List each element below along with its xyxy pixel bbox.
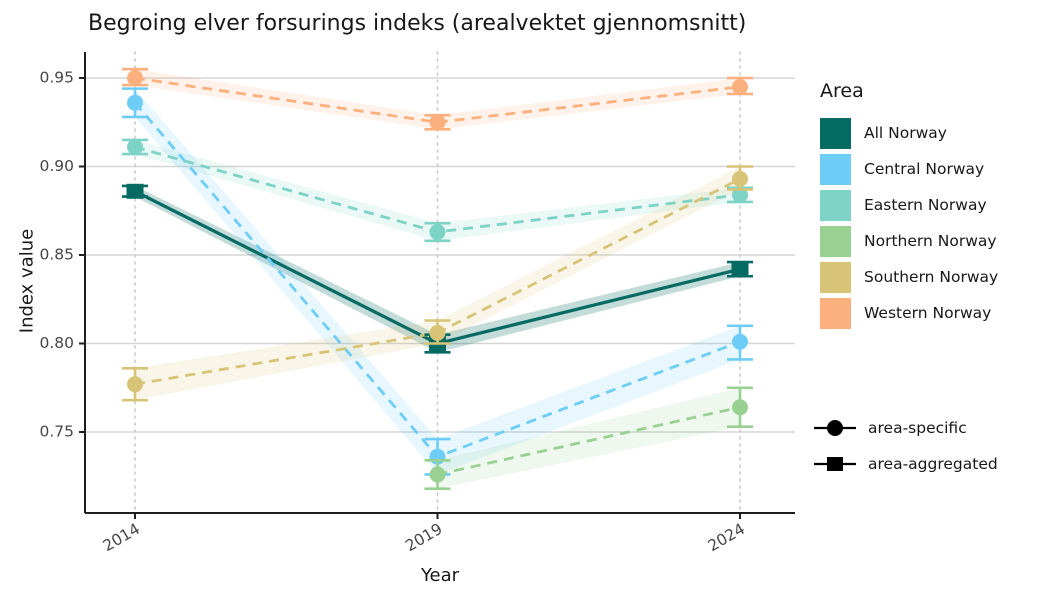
data-point-circle <box>429 114 446 131</box>
legend-label: Southern Norway <box>864 268 999 286</box>
data-point-circle <box>732 170 748 187</box>
marker-legend-label: area-specific <box>868 419 967 437</box>
legend-label: Northern Norway <box>864 232 997 250</box>
marker-legend-item: area-specific <box>812 410 998 446</box>
circle-marker-icon <box>814 420 856 436</box>
legend-item: Southern Norway <box>820 259 998 295</box>
data-point-circle <box>127 139 143 156</box>
marker-legend-label: area-aggregated <box>868 455 998 473</box>
legend-items: All Norway Central Norway Eastern Norway No… <box>820 115 998 331</box>
marker-type-legend: area-specific area-aggregated <box>812 410 998 482</box>
legend-label: Western Norway <box>864 304 992 322</box>
data-point-square <box>126 183 144 199</box>
marker-square <box>827 457 843 471</box>
confidence-ribbon <box>135 166 740 401</box>
data-point-circle <box>732 399 748 416</box>
data-point-circle <box>127 70 143 86</box>
legend-swatch <box>820 189 851 221</box>
y-tick-label: 0.95 <box>39 69 74 87</box>
legend-item: Central Norway <box>820 151 998 187</box>
legend-swatch <box>820 261 851 293</box>
square-marker-icon <box>814 457 856 471</box>
legend-swatch <box>820 225 851 257</box>
confidence-ribbon <box>135 139 740 241</box>
data-point-circle <box>127 94 143 111</box>
legend-label: Central Norway <box>864 160 985 178</box>
data-point-circle <box>732 186 748 203</box>
series-line <box>437 405 741 476</box>
legend-item: Eastern Norway <box>820 187 998 223</box>
legend-swatch <box>820 117 851 149</box>
legend-item: Western Norway <box>820 295 998 331</box>
x-tick-label: 2014 <box>100 520 143 555</box>
y-tick-label: 0.80 <box>39 334 74 352</box>
confidence-ribbon <box>437 387 740 489</box>
legend-item: Northern Norway <box>820 223 998 259</box>
legend-title: Area <box>820 80 864 102</box>
marker-circle <box>827 420 843 436</box>
data-point-circle <box>429 223 446 240</box>
chart-title: Begroing elver forsurings indeks (arealv… <box>88 11 747 36</box>
marker-legend-item: area-aggregated <box>812 446 998 482</box>
y-tick-label: 0.75 <box>39 423 74 441</box>
data-point-square <box>731 261 749 277</box>
x-tick-label: 2024 <box>705 520 748 555</box>
data-point-circle <box>732 78 748 95</box>
legend-label: All Norway <box>864 124 947 142</box>
data-point-circle <box>732 333 748 350</box>
legend-item: All Norway <box>820 115 998 151</box>
data-point-circle <box>429 324 446 341</box>
data-point-circle <box>429 466 446 483</box>
y-tick-label: 0.85 <box>39 246 74 264</box>
y-tick-label: 0.90 <box>39 157 74 175</box>
legend-swatch <box>820 153 851 185</box>
legend-label: Eastern Norway <box>864 196 987 214</box>
confidence-ribbon <box>135 185 740 353</box>
legend-swatch <box>820 297 851 329</box>
data-point-circle <box>127 376 143 393</box>
x-tick-label: 2019 <box>402 520 445 555</box>
area-legend: Area All Norway Central Norway Eastern Nor… <box>820 80 998 331</box>
x-axis-title: Year <box>420 565 460 586</box>
